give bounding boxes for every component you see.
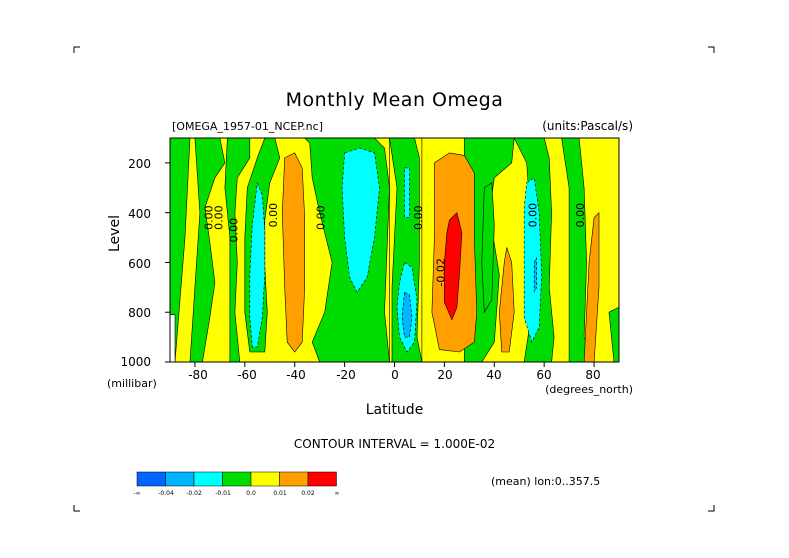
x-tick-label: -40 xyxy=(286,368,306,382)
x-tick-label: 40 xyxy=(486,368,502,382)
contour-fill-layer xyxy=(170,138,619,362)
colorbar-swatch xyxy=(307,471,337,487)
contour-region xyxy=(533,257,538,293)
colorbar xyxy=(136,471,337,487)
contour-region xyxy=(523,177,543,343)
colorbar-tick-label: 0.02 xyxy=(301,490,315,497)
y-tick-label: 800 xyxy=(128,306,151,320)
colorbar-swatch xyxy=(165,471,195,487)
contour-label: 0.00 xyxy=(574,203,587,228)
x-axis-unit: (degrees_north) xyxy=(545,383,633,396)
contour-label: -0.02 xyxy=(434,258,447,286)
contour-region xyxy=(189,138,226,362)
corner-mark xyxy=(73,46,80,53)
contour-region xyxy=(224,138,251,362)
x-tick-label: -80 xyxy=(188,368,208,382)
contour-label-layer: 0.000.000.000.00 0.00 0.00-0.020.00 0.00 xyxy=(202,203,587,287)
units-label: (units:Pascal/s) xyxy=(542,119,633,133)
contour-region xyxy=(341,147,380,293)
y-axis-label: Level xyxy=(107,215,123,252)
contour-label: 0.00 xyxy=(202,205,215,230)
colorbar-tick-label: -∞ xyxy=(133,490,141,497)
chart-title: Monthly Mean Omega xyxy=(285,89,504,111)
corner-mark xyxy=(73,505,80,512)
contour-region xyxy=(404,167,410,218)
x-tick-label: 60 xyxy=(536,368,552,382)
x-tick-label: 0 xyxy=(391,368,399,382)
colorbar-swatch xyxy=(279,471,309,487)
contour-region xyxy=(583,211,600,362)
contour-region xyxy=(281,152,306,353)
colorbar-tick-label: -0.01 xyxy=(215,490,231,497)
contour-region xyxy=(608,306,619,362)
file-label: [OMEGA_1957-01_NCEP.nc] xyxy=(172,120,323,133)
contour-label: 0.00 xyxy=(267,203,280,228)
y-tick-label: 600 xyxy=(128,257,151,271)
contour-region xyxy=(481,182,495,314)
page-corner-marks xyxy=(73,46,715,512)
x-tick-label: 20 xyxy=(437,368,453,382)
colorbar-swatch xyxy=(193,471,223,487)
corner-mark xyxy=(708,46,715,53)
contour-fills xyxy=(170,138,619,362)
contour-label: 0.00 xyxy=(212,205,225,230)
colorbar-tick-label: ∞ xyxy=(334,490,340,497)
x-tick-label: -60 xyxy=(237,368,257,382)
colorbar-swatch xyxy=(136,471,166,487)
contour-region xyxy=(401,291,413,338)
contour-interval-label: CONTOUR INTERVAL = 1.000E-02 xyxy=(293,437,496,451)
colorbar-tick-label: -0.04 xyxy=(158,490,174,497)
y-tick-label: 400 xyxy=(128,207,151,221)
contour-label: 0.00 xyxy=(412,205,425,230)
colorbar-tick-label: -0.02 xyxy=(186,490,202,497)
y-tick-label: 200 xyxy=(128,157,151,171)
footer-mean-label: (mean) lon:0..357.5 xyxy=(491,475,601,488)
colorbar-tick-label: 0.01 xyxy=(273,490,287,497)
x-tick-label: -20 xyxy=(336,368,356,382)
colorbar-swatch xyxy=(250,471,280,487)
contour-label: 0.00 xyxy=(527,203,540,228)
contour-region xyxy=(444,212,463,321)
contour-label: 0.00 xyxy=(227,218,240,243)
axis-tick-marks xyxy=(165,162,595,367)
colorbar-swatch xyxy=(222,471,252,487)
y-axis-unit: (millibar) xyxy=(107,377,157,390)
corner-mark xyxy=(708,505,715,512)
contour-region xyxy=(498,247,515,353)
colorbar-tick-label: 0.0 xyxy=(246,490,256,497)
contour-region xyxy=(170,314,176,362)
contour-label: 0.00 xyxy=(315,205,328,230)
contour-region xyxy=(170,138,191,362)
x-axis-label: Latitude xyxy=(365,402,424,418)
contour-region xyxy=(249,182,266,348)
y-tick-label: 1000 xyxy=(120,355,151,369)
x-tick-label: 80 xyxy=(585,368,601,382)
